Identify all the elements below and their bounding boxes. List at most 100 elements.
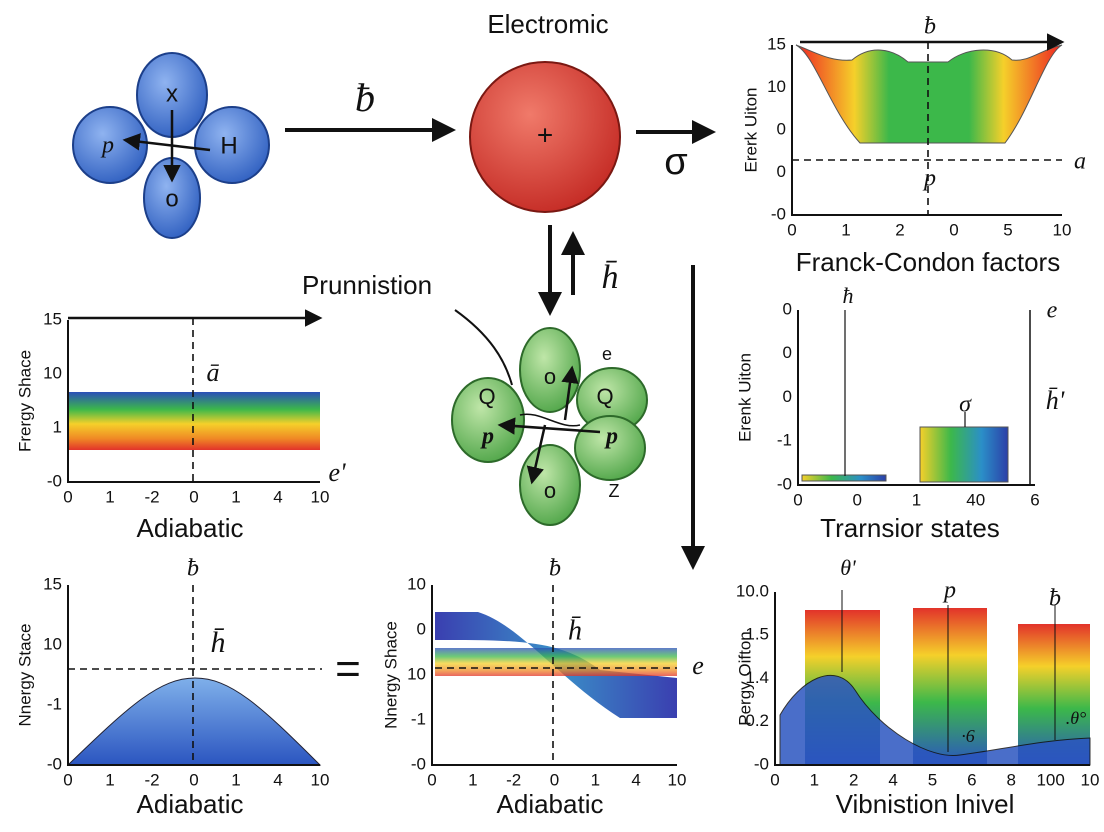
x-tick-label: 0 [949,220,958,239]
x-tick-label: -2 [506,770,521,789]
y-tick-label: 1.4 [745,668,769,687]
x-tick-label: 0 [793,490,802,509]
molecule-2: o Q Q p p o e Z [451,327,648,526]
y-tick-label: -1 [777,431,792,450]
x-tick-label: 0 [427,770,436,789]
annotation: p [922,166,936,192]
molecule-label: Z [609,481,620,501]
y-tick-label: 15 [767,34,786,53]
x-tick-label: 1 [912,490,921,509]
arrow-label: ƀ [355,75,375,120]
y-tick-label: -0 [47,471,62,490]
y-tick-label: 10 [407,574,426,593]
x-tick-label: 40 [966,490,985,509]
y-tick-label: 15 [43,574,62,593]
nucleus [469,61,621,213]
annotation: h̄' [1046,386,1065,415]
y-tick-label: 10 [43,363,62,382]
molecule-1: x p H o [72,52,270,239]
equals-sign: = [335,645,361,694]
x-tick-label: 4 [273,770,282,789]
atom-label: p [480,424,494,450]
y-axis-title: Nnergy Stace [15,624,34,727]
y-tick-label: 0.2 [745,711,769,730]
x-tick-label: 0 [550,770,559,789]
y-axis-title: Erenk Uiton [735,353,754,442]
annotation: ā [207,358,220,387]
x-tick-label: 5 [1003,220,1012,239]
y-tick-label: -0 [777,474,792,493]
y-tick-label: 0 [783,387,792,406]
x-tick-label: 1 [231,770,240,789]
x-tick-label: 6 [967,770,976,789]
y-tick-label: 0 [417,619,426,638]
x-tick-label: 1 [468,770,477,789]
panel-title: Adiabatic [497,789,604,819]
atom-label: x [166,80,178,107]
panel-title: Adiabatic [137,789,244,819]
annotation: e' [328,458,346,487]
atom-label: o [544,364,556,389]
y-tick-label: -0 [771,204,786,223]
x-tick-label: 0 [853,490,862,509]
y-tick-label: -0 [411,754,426,773]
y-tick-label: -0 [47,754,62,773]
x-tick-label: 1 [841,220,850,239]
annotation: ·6 [961,726,975,746]
x-tick-label: 10 [668,770,687,789]
y-tick-label: 10 [407,664,426,683]
x-tick-label: 8 [1007,770,1016,789]
y-axis-title: Nnergy Shace [381,621,400,729]
annotation: θ' [840,555,856,580]
x-tick-label: 1 [105,487,114,506]
vibration-level-shape [779,590,1091,766]
adiabatic-bottom-left-shape [66,585,322,766]
adiabatic-top-shape [68,309,323,482]
y-tick-label: 0 [777,162,786,181]
process-label: Prunnistion [302,270,432,300]
adiabatic-bottom-middle-shape [435,585,677,765]
y-tick-label: 15 [43,309,62,328]
arrow-label: h̄ [602,259,619,296]
x-tick-label: 6 [1030,490,1039,509]
axis [67,320,320,483]
y-tick-label: 10 [767,77,786,96]
franck-condon-shape [792,33,1065,215]
annotation: ƀ [924,14,936,40]
annotation: ƀ [1049,586,1061,612]
x-tick-label: 0 [63,770,72,789]
y-tick-label: 1 [53,417,62,436]
axis [67,585,320,766]
atom-label: Q [478,384,495,409]
y-axis-title: Frergy Shace [15,350,34,452]
x-tick-label: 10 [1081,770,1100,789]
nucleus-label: + [537,119,553,150]
atom-label: Q [596,384,613,409]
x-tick-label: -2 [144,487,159,506]
panel-title: Franck-Condon factors [796,247,1060,277]
x-tick-label: 4 [273,487,282,506]
x-tick-label: 0 [770,770,779,789]
x-tick-label: 1 [591,770,600,789]
y-axis-title: Ererk Uiton [741,87,760,172]
y-tick-label: 1.5 [745,625,769,644]
y-axis-title: Pergy Oifton [735,631,754,726]
annotation: ƀ [549,556,561,582]
annotation: h̄ [568,615,582,646]
annotation: σ [959,392,972,418]
atom-label: o [544,478,556,503]
x-tick-label: 0 [189,770,198,789]
annotation: a [1074,149,1086,175]
x-tick-label: 1 [810,770,819,789]
atom-label: o [165,185,178,212]
x-tick-label: 4 [631,770,640,789]
y-tick-label: 0 [783,299,792,318]
x-tick-label: 2 [849,770,858,789]
axis [431,585,677,766]
annotation: .θ° [1066,708,1087,728]
x-tick-label: 10 [311,487,330,506]
transition-states-shape [801,310,1031,485]
axis [774,592,1090,766]
diagram-title: Electromic [487,9,608,39]
